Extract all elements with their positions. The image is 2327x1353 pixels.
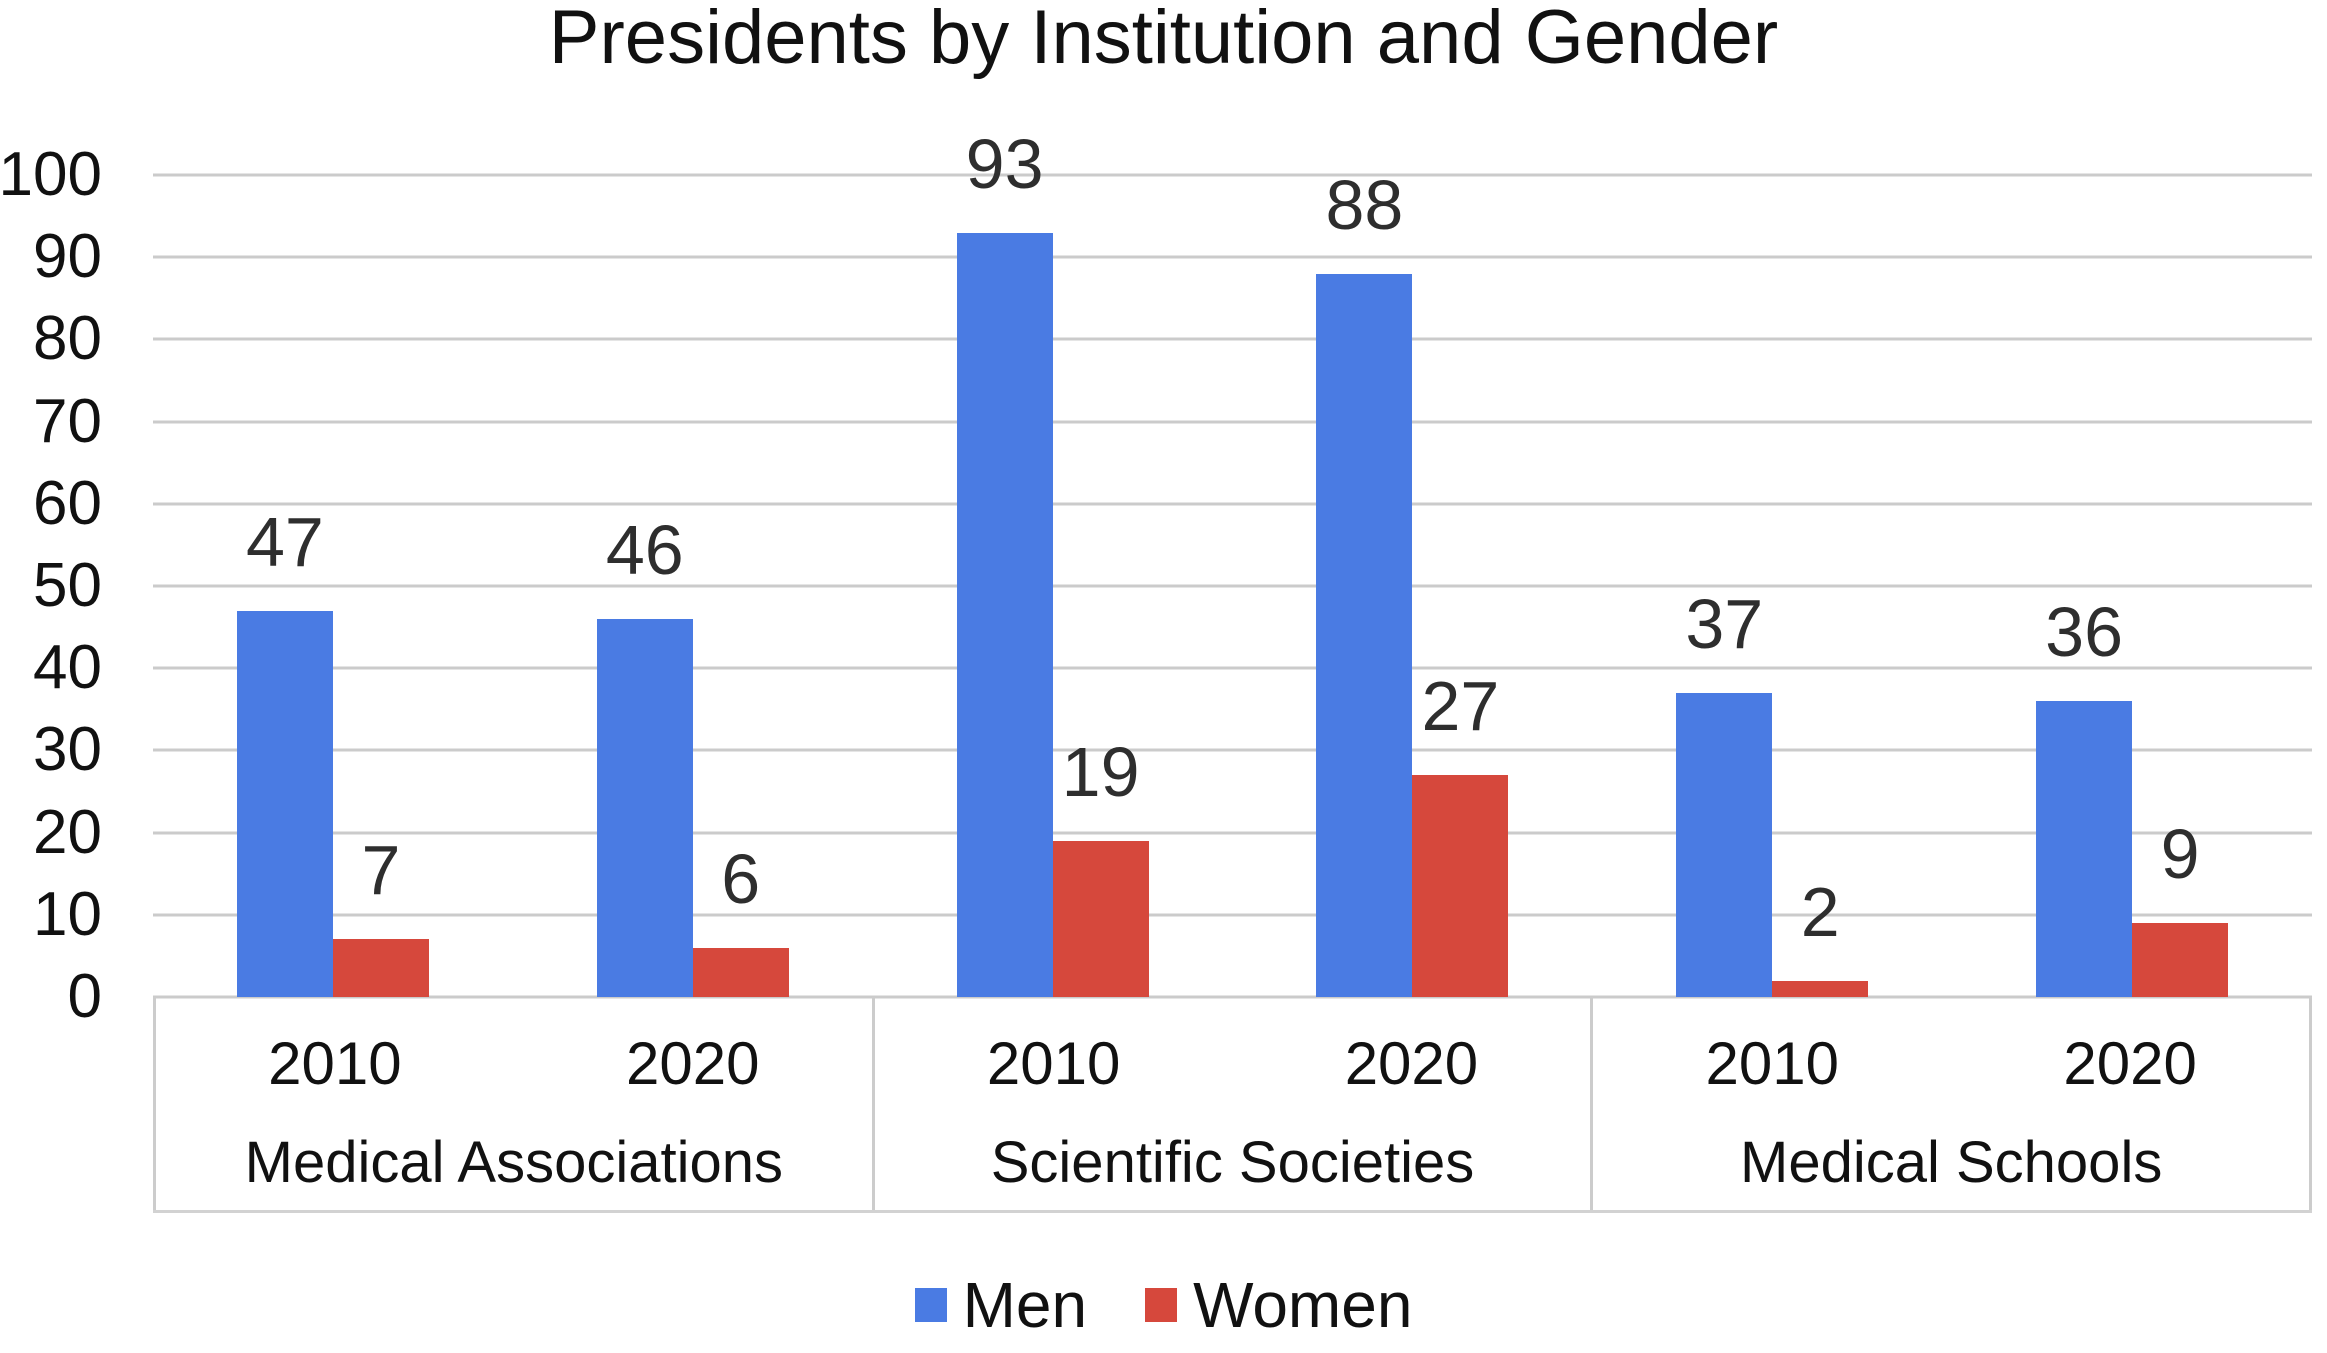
bar-women-scientific-societies-2010: 19	[1052, 737, 1149, 997]
year-label: 2020	[626, 1029, 760, 1097]
y-tick-label-10: 10	[33, 879, 102, 949]
gridline-0	[153, 995, 2312, 999]
x-axis-group-medical-schools: 2010 2020 Medical Schools	[1590, 997, 2313, 1210]
x-axis: 2010 2020 Medical Associations 2010 2020 Scie…	[153, 997, 2313, 1213]
bar-group-medical-schools: 37 2 36 9	[1592, 175, 2312, 997]
bar-value-label: 46	[605, 510, 684, 589]
gridlines	[153, 173, 2312, 999]
year-labels-row: 2010 2020	[156, 997, 872, 1129]
bar-women-medical-schools-2010: 2	[1772, 877, 1869, 997]
chart-title: Presidents by Institution and Gender	[548, 0, 1779, 80]
legend-swatch-women	[1145, 1288, 1178, 1322]
y-tick-label-70: 70	[33, 386, 102, 456]
bar-value-label: 2	[1800, 872, 1840, 951]
x-axis-group-medical-associations: 2010 2020 Medical Associations	[153, 997, 872, 1210]
bar-women-medical-schools-2020: 9	[2132, 819, 2229, 997]
plot-area: 47 7 46 6 93 19 88 27 37 2 36 9	[153, 129, 2312, 999]
bar-value-label: 27	[1421, 667, 1500, 746]
bar-value-label: 6	[721, 839, 761, 918]
y-tick-label-0: 0	[67, 962, 102, 1031]
bar-cluster-scientific-societies-2020: 88 27	[1233, 170, 1593, 997]
gridline-90	[153, 255, 2312, 259]
year-label: 2010	[268, 1029, 402, 1097]
bar-value-label: 37	[1685, 584, 1764, 663]
year-label: 2020	[1344, 1029, 1479, 1097]
bar-value-label: 88	[1325, 165, 1404, 244]
bar-value-label: 93	[965, 124, 1044, 203]
legend-label-men: Men	[962, 1269, 1088, 1341]
gridline-70	[153, 420, 2312, 424]
bar-cluster-scientific-societies-2010: 93 19	[873, 129, 1233, 997]
bar-group-scientific-societies: 93 19 88 27	[873, 129, 1593, 997]
bar-men-medical-schools-2020: 36	[2036, 597, 2133, 997]
legend-label-women: Women	[1193, 1269, 1413, 1341]
bar-group-medical-associations: 47 7 46 6	[153, 175, 873, 997]
y-tick-label-20: 20	[33, 797, 102, 867]
bar-women-medical-associations-2020: 6	[692, 844, 789, 997]
bar-men-scientific-societies-2020: 88	[1316, 170, 1413, 997]
bar-men-scientific-societies-2010: 93	[956, 129, 1053, 997]
bar-men-medical-associations-2010: 47	[236, 507, 333, 997]
bar-value-label: 47	[245, 502, 324, 581]
year-label: 2010	[986, 1029, 1121, 1097]
institution-label: Medical Associations	[244, 1130, 784, 1195]
gridline-20	[153, 831, 2312, 835]
y-tick-label-50: 50	[33, 551, 102, 620]
bar-men-medical-schools-2010: 37	[1676, 589, 1773, 997]
y-tick-label-100: 100	[0, 140, 102, 209]
gridline-60	[153, 502, 2312, 506]
bar-cluster-medical-associations-2010: 47 7	[153, 175, 513, 997]
y-tick-label-90: 90	[33, 222, 102, 292]
bar-value-label: 36	[2045, 593, 2124, 672]
legend: Men Women	[0, 1269, 2327, 1341]
bar-value-label: 19	[1061, 732, 1140, 811]
gridline-80	[153, 337, 2312, 341]
bar-cluster-medical-associations-2020: 46 6	[513, 175, 873, 997]
legend-swatch-men	[914, 1288, 947, 1322]
year-label: 2010	[1705, 1029, 1839, 1097]
y-tick-label-80: 80	[33, 304, 102, 374]
y-tick-label-40: 40	[33, 633, 102, 703]
year-label: 2020	[2063, 1029, 2197, 1097]
bar-cluster-medical-schools-2010: 37 2	[1592, 175, 1952, 997]
x-axis-group-scientific-societies: 2010 2020 Scientific Societies	[871, 997, 1591, 1210]
bar-men-medical-associations-2020: 46	[596, 515, 693, 997]
bar-women-scientific-societies-2020: 27	[1412, 671, 1509, 997]
gridline-30	[153, 748, 2312, 752]
bar-cluster-medical-schools-2020: 36 9	[1952, 175, 2312, 997]
institution-label: Medical Schools	[1740, 1130, 2163, 1195]
legend-item-women: Women	[1145, 1268, 1412, 1342]
y-tick-label-60: 60	[33, 468, 102, 538]
gridline-40	[153, 666, 2312, 670]
institution-label: Scientific Societies	[990, 1130, 1475, 1195]
y-tick-label-30: 30	[33, 715, 102, 785]
legend-item-men: Men	[914, 1268, 1088, 1342]
bars-row: 47 7 46 6 93 19 88 27 37 2 36 9	[153, 129, 2312, 997]
gridline-10	[153, 913, 2312, 917]
year-labels-row: 2010 2020	[1593, 997, 2309, 1129]
gridline-50	[153, 584, 2312, 588]
gridline-100	[153, 173, 2312, 177]
bar-women-medical-associations-2010: 7	[332, 835, 429, 997]
year-labels-row: 2010 2020	[875, 997, 1591, 1129]
y-axis: 0 10 20 30 40 50 60 70 80 90 100	[0, 144, 102, 1028]
bar-value-label: 7	[361, 831, 401, 910]
bar-value-label: 9	[2160, 815, 2200, 894]
